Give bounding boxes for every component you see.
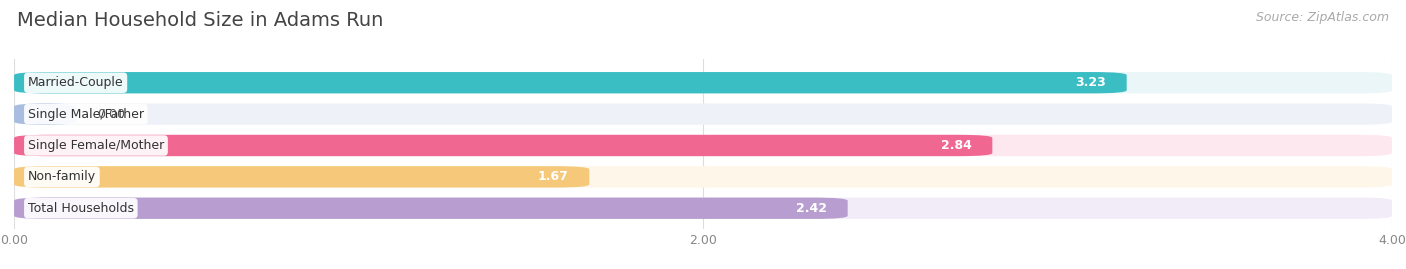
Text: 2.84: 2.84 [941,139,972,152]
Text: 2.42: 2.42 [796,202,827,215]
Text: 1.67: 1.67 [537,170,568,183]
Text: Non-family: Non-family [28,170,96,183]
FancyBboxPatch shape [14,72,1392,93]
FancyBboxPatch shape [14,135,993,156]
FancyBboxPatch shape [14,72,1126,93]
Text: Total Households: Total Households [28,202,134,215]
FancyBboxPatch shape [14,197,1392,219]
Text: Median Household Size in Adams Run: Median Household Size in Adams Run [17,11,384,30]
Text: Single Male/Father: Single Male/Father [28,108,143,121]
FancyBboxPatch shape [14,166,1392,187]
Text: 0.00: 0.00 [97,108,125,121]
FancyBboxPatch shape [14,197,848,219]
FancyBboxPatch shape [14,166,589,187]
Text: Source: ZipAtlas.com: Source: ZipAtlas.com [1256,11,1389,24]
Text: Married-Couple: Married-Couple [28,76,124,89]
Text: 3.23: 3.23 [1076,76,1107,89]
FancyBboxPatch shape [14,135,1392,156]
FancyBboxPatch shape [14,104,1392,125]
FancyBboxPatch shape [14,104,76,125]
Text: Single Female/Mother: Single Female/Mother [28,139,165,152]
